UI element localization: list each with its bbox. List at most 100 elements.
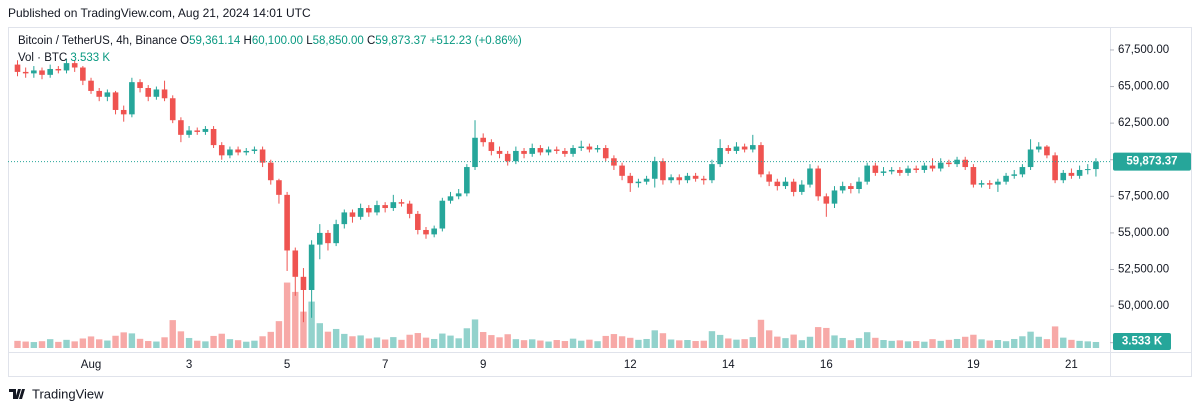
candle-body	[888, 169, 895, 172]
candle-body	[39, 70, 45, 75]
volume-bar	[63, 339, 70, 348]
chart-frame	[8, 27, 1192, 377]
volume-bar	[937, 340, 944, 348]
volume-bar	[880, 340, 887, 348]
candle-body	[692, 175, 699, 179]
candle-body	[137, 82, 143, 89]
x-tick-label: 12	[624, 359, 637, 371]
volume-bar	[153, 341, 160, 348]
candle-body	[1003, 175, 1009, 182]
candle-body	[750, 145, 756, 150]
candle-body	[651, 161, 658, 179]
candle-body	[1052, 155, 1058, 181]
candle-body	[872, 165, 879, 173]
volume-bar	[14, 340, 21, 348]
volume-bar	[1060, 337, 1067, 348]
volume-bar	[504, 334, 511, 348]
volume-bar	[578, 340, 585, 348]
candle-body	[709, 164, 715, 181]
volume-bar	[831, 335, 838, 348]
volume-bar	[22, 341, 29, 348]
x-tick-label: 7	[382, 359, 388, 371]
volume-bar	[169, 320, 176, 348]
candle-body	[643, 178, 650, 182]
open-value: 59,361.14	[189, 35, 241, 47]
candle-body	[333, 224, 339, 244]
candle-body	[243, 150, 250, 153]
candle-body	[668, 177, 674, 181]
candle-body	[374, 205, 380, 213]
volume-bar	[202, 341, 209, 348]
candle-body	[880, 171, 887, 173]
volume-bar	[806, 336, 814, 348]
candle-body	[545, 149, 552, 153]
volume-bar	[863, 332, 871, 348]
candle-body	[725, 148, 732, 151]
volume-bar	[896, 340, 904, 348]
volume-bar	[1011, 338, 1018, 348]
candle-body	[276, 180, 282, 195]
candle-body	[300, 276, 307, 290]
volume-bar	[185, 337, 193, 348]
logo-mark	[9, 389, 25, 399]
volume-bar	[104, 340, 111, 348]
candle-body	[1044, 146, 1050, 156]
candle-body	[594, 148, 601, 150]
candle-body	[104, 92, 111, 97]
volume-bar	[234, 340, 242, 348]
x-tick-label: Aug	[81, 359, 101, 371]
legend-line: Bitcoin / TetherUS, 4h, Binance O59,361.…	[18, 35, 522, 47]
candle-body	[71, 63, 78, 68]
volume-bar	[1027, 331, 1034, 348]
y-tick-label: 55,000.00	[1118, 227, 1169, 239]
volume-bar	[357, 335, 364, 348]
candle-body	[251, 149, 258, 151]
change: +512.23 (+0.86%)	[430, 35, 522, 47]
candle-body	[1019, 167, 1026, 175]
candle-body	[218, 145, 225, 156]
y-tick-label: 57,500.00	[1118, 190, 1169, 202]
x-tick-label: 16	[820, 359, 833, 371]
candle-body	[684, 175, 691, 181]
candle-body	[602, 148, 609, 159]
candle-body	[1076, 169, 1083, 176]
candle-body	[202, 128, 209, 132]
symbol: Bitcoin / TetherUS, 4h, Binance	[18, 35, 177, 47]
volume-bar	[741, 339, 748, 348]
volume-bar	[904, 341, 912, 348]
candle-body	[733, 146, 740, 151]
volume-bar	[765, 330, 773, 348]
volume-bar	[87, 336, 95, 348]
candle-body	[970, 167, 977, 185]
volume-bar	[439, 333, 446, 348]
candle-body	[905, 168, 911, 173]
volume-bar	[283, 282, 291, 348]
volume-bar	[128, 333, 136, 348]
candle-body	[112, 92, 119, 110]
volume-bar	[700, 340, 707, 348]
volume-bar	[823, 327, 830, 348]
volume-bar	[610, 334, 618, 348]
volume-bar	[373, 337, 381, 348]
brand-name: TradingView	[32, 386, 104, 401]
volume-bar	[120, 332, 127, 348]
volume-bar	[888, 340, 895, 348]
candle-body	[14, 64, 21, 72]
volume-bar	[455, 338, 462, 348]
candle-body	[455, 193, 462, 197]
volume-bar	[643, 338, 650, 348]
candle-body	[578, 146, 585, 149]
volume-bar	[471, 319, 479, 348]
volume-bar	[986, 340, 993, 348]
volume-bar	[316, 323, 323, 348]
candle-body	[815, 168, 821, 197]
volume-bar	[684, 340, 691, 348]
volume-bar	[561, 341, 569, 348]
volume-bar	[1043, 339, 1051, 348]
candle-body	[962, 159, 969, 168]
candle-body	[700, 178, 707, 181]
candle-body	[382, 205, 388, 209]
volume-bar	[488, 335, 495, 348]
candle-body	[169, 98, 176, 121]
volume-bar	[145, 341, 152, 348]
